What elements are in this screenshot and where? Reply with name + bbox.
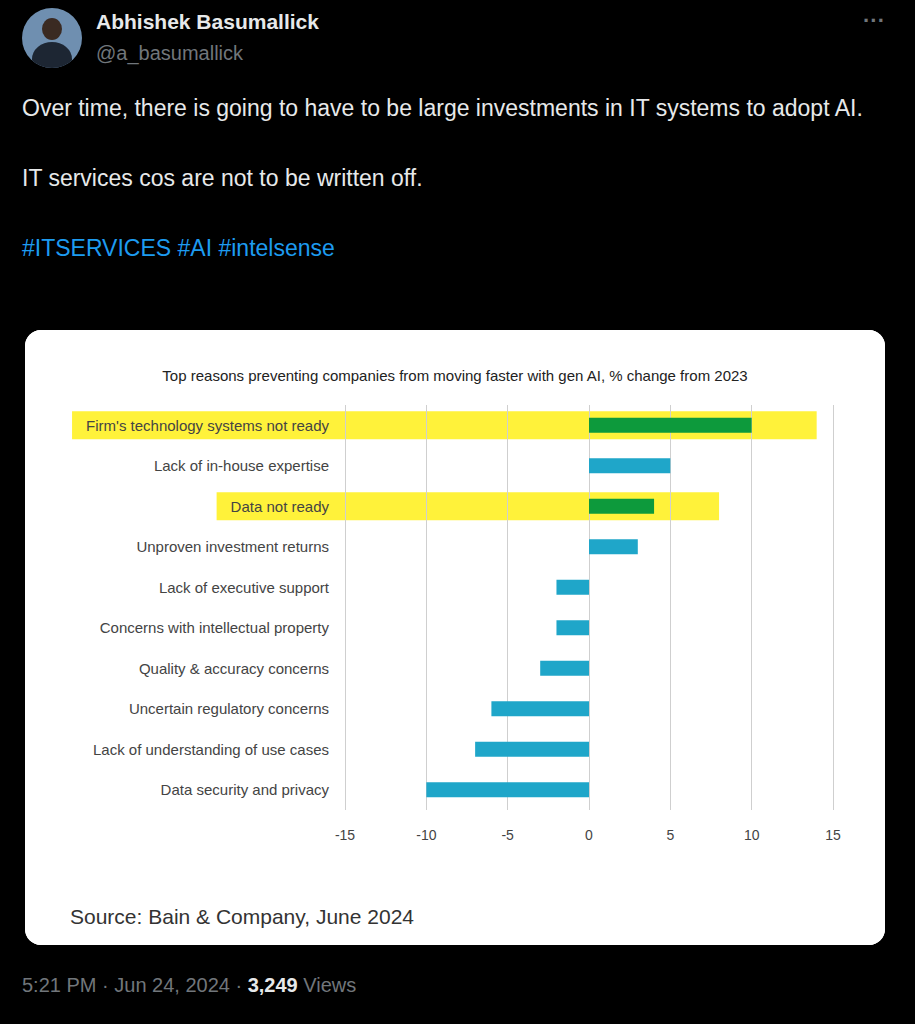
html-text:IT services cos are not to be: IT services cos are not to be written of… bbox=[22, 165, 423, 191]
svg-text:Lack of in-house expertise: Lack of in-house expertise bbox=[154, 457, 329, 474]
svg-text:Data security and privacy: Data security and privacy bbox=[161, 781, 330, 798]
svg-text:Concerns with intellectual pro: Concerns with intellectual property bbox=[100, 619, 330, 636]
svg-text:-10: -10 bbox=[416, 827, 436, 843]
svg-text:5: 5 bbox=[666, 827, 674, 843]
svg-text:10: 10 bbox=[744, 827, 760, 843]
html-text:#ITSERVICES #AI #intelsense: #ITSERVICES #AI #intelsense bbox=[22, 235, 335, 261]
svg-text:Source: Bain & Company, June 2: Source: Bain & Company, June 2024 bbox=[70, 905, 414, 928]
svg-text:-5: -5 bbox=[501, 827, 514, 843]
svg-text:Unproven investment returns: Unproven investment returns bbox=[136, 538, 329, 555]
svg-text:-15: -15 bbox=[335, 827, 355, 843]
svg-text:Firm's technology systems not: Firm's technology systems not ready bbox=[86, 417, 329, 434]
html-text:Over time, there is going to h: Over time, there is going to have to be … bbox=[22, 95, 863, 121]
svg-text:Lack of understanding of use c: Lack of understanding of use cases bbox=[93, 741, 329, 758]
html-text:Abhishek Basumallick: Abhishek Basumallick bbox=[96, 10, 319, 33]
svg-text:Top reasons preventing compani: Top reasons preventing companies from mo… bbox=[162, 367, 747, 384]
html-text:5:21 PM · Jun 24, 2024 · 3,249: 5:21 PM · Jun 24, 2024 · 3,249 Views bbox=[22, 974, 357, 996]
html-text:@a_basumallick: @a_basumallick bbox=[96, 42, 243, 64]
svg-text:Uncertain regulatory concerns: Uncertain regulatory concerns bbox=[129, 700, 329, 717]
svg-text:0: 0 bbox=[585, 827, 593, 843]
svg-text:15: 15 bbox=[825, 827, 841, 843]
svg-text:Data not ready: Data not ready bbox=[231, 498, 330, 515]
svg-text:Lack of executive support: Lack of executive support bbox=[159, 579, 330, 596]
svg-text:Quality & accuracy concerns: Quality & accuracy concerns bbox=[139, 660, 329, 677]
